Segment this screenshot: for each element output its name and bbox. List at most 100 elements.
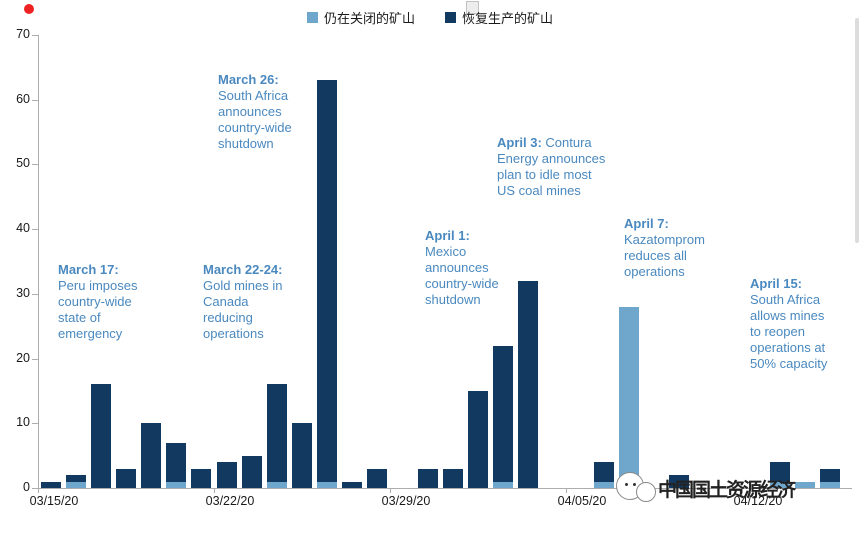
bar-segment-reopened	[442, 468, 463, 488]
bar-segment-reopened	[367, 468, 388, 488]
bar-segment-reopened	[116, 468, 136, 488]
bar-segment-reopened	[417, 468, 438, 488]
bar-segment-reopened	[90, 384, 111, 488]
y-axis-label: 0	[23, 480, 30, 494]
bar-segment-reopened	[266, 384, 287, 482]
x-axis-label: 03/22/20	[205, 494, 255, 508]
annotation-march-26: March 26: South Africa announces country…	[218, 72, 292, 151]
bar-segment-reopened	[317, 80, 338, 482]
legend-label-reopened: 恢复生产的矿山	[462, 11, 554, 26]
annotation-april-1: April 1: Mexico announces country-wide s…	[425, 228, 499, 307]
bar-segment-reopened	[820, 468, 840, 482]
bar-segment-reopened	[593, 462, 614, 482]
y-axis-tick	[32, 229, 38, 231]
x-axis-tick	[38, 488, 39, 493]
bar-04-03-20	[518, 280, 539, 488]
annotation-date: April 7:	[624, 216, 669, 231]
y-axis-label: 20	[16, 350, 30, 365]
y-axis-label: 30	[16, 285, 30, 300]
bar-04-14-20	[794, 481, 815, 488]
bar-segment-closed	[317, 481, 338, 488]
bar-segment-closed	[794, 481, 815, 488]
legend-item-reopened: 恢复生产的矿山	[445, 8, 553, 27]
bar-04-09-20	[669, 475, 690, 488]
x-axis-label: 04/12/20	[733, 494, 783, 508]
bar-segment-reopened	[769, 462, 790, 482]
x-axis-line	[38, 488, 852, 489]
legend-item-closed: 仍在关闭的矿山	[306, 8, 415, 27]
annotation-april-3: April 3: Contura Energy announces plan t…	[497, 135, 606, 198]
bar-segment-reopened	[493, 345, 514, 482]
y-axis-label: 10	[16, 415, 30, 430]
annotation-date: April 1:	[425, 228, 470, 243]
legend: 仍在关闭的矿山 恢复生产的矿山	[0, 8, 860, 27]
bar-03-21-20	[191, 468, 212, 488]
bar-segment-closed	[593, 481, 614, 488]
closed-swatch-icon	[306, 12, 318, 23]
annotation-date: March 26:	[218, 72, 279, 87]
bar-03-15-20	[40, 481, 61, 488]
bar-segment-reopened	[669, 475, 690, 488]
red-dot-icon	[24, 4, 34, 14]
bar-segment-reopened	[216, 462, 237, 488]
bar-03-25-20	[292, 423, 312, 488]
bar-03-18-20	[116, 468, 136, 488]
y-axis-label: 40	[16, 221, 30, 236]
legend-label-closed: 仍在关闭的矿山	[323, 11, 415, 26]
bar-03-23-20	[241, 455, 262, 488]
bar-segment-reopened	[40, 481, 61, 488]
bar-segment-closed	[618, 306, 639, 488]
x-axis-label: 03/15/20	[29, 494, 79, 508]
bar-segment-reopened	[292, 423, 312, 488]
bar-03-30-20	[417, 468, 438, 488]
annotation-date: March 22-24:	[203, 262, 283, 277]
y-axis-label: 70	[16, 27, 30, 41]
bar-04-07-20	[618, 306, 639, 488]
bar-03-19-20	[141, 423, 162, 488]
y-axis-label: 60	[16, 91, 30, 106]
y-axis-tick	[32, 164, 38, 166]
bar-segment-closed	[266, 481, 287, 488]
annotation-april-7: April 7: Kazatomprom reduces all operati…	[624, 216, 705, 279]
annotation-april-15: April 15: South Africa allows mines to r…	[750, 276, 828, 371]
bar-segment-closed	[65, 481, 86, 488]
bar-04-15-20	[820, 468, 840, 488]
watermark-logo-icon	[616, 470, 658, 506]
image-placeholder-icon	[466, 1, 479, 14]
annotation-march-22-24: March 22-24: Gold mines in Canada reduci…	[203, 262, 283, 341]
y-axis-line	[38, 35, 39, 488]
bar-segment-closed	[769, 481, 790, 488]
y-axis-tick	[32, 423, 38, 425]
annotation-march-17: March 17: Peru imposes country-wide stat…	[58, 262, 138, 341]
bar-03-24-20	[266, 384, 287, 488]
x-axis-tick	[214, 488, 215, 493]
y-axis-tick	[32, 99, 38, 101]
x-axis-label: 03/29/20	[381, 494, 431, 508]
y-axis-tick	[32, 488, 38, 489]
annotation-date: March 17:	[58, 262, 119, 277]
x-axis-label: 04/05/20	[557, 494, 607, 508]
bar-segment-reopened	[191, 468, 212, 488]
x-axis-tick	[566, 488, 567, 493]
bar-segment-reopened	[342, 481, 363, 488]
reopened-swatch-icon	[445, 12, 456, 23]
bar-03-22-20	[216, 462, 237, 488]
y-axis-tick	[32, 358, 38, 360]
watermark-text: 中国国土资源经济	[658, 479, 796, 501]
bar-03-28-20	[367, 468, 388, 488]
bar-03-27-20	[342, 481, 363, 488]
bar-03-16-20	[65, 475, 86, 488]
bar-segment-reopened	[241, 455, 262, 488]
y-axis-tick	[32, 35, 38, 36]
y-axis-label: 50	[16, 156, 30, 171]
scrollbar-thumb[interactable]	[855, 18, 859, 243]
bar-04-06-20	[593, 462, 614, 488]
bar-segment-closed	[820, 481, 840, 488]
annotation-date: April 15:	[750, 276, 803, 291]
bar-04-02-20	[493, 345, 514, 488]
annotation-date: April 3:	[497, 135, 542, 150]
y-axis-tick	[32, 293, 38, 295]
bar-03-31-20	[442, 468, 463, 488]
bar-segment-reopened	[141, 423, 162, 488]
